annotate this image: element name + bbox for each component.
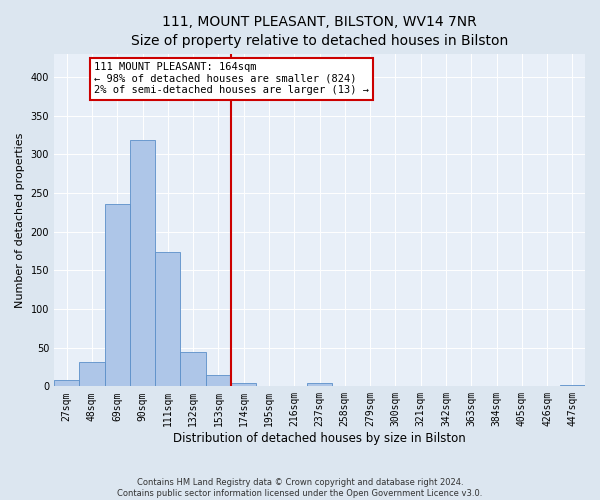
Bar [231, 383, 256, 386]
X-axis label: Distribution of detached houses by size in Bilston: Distribution of detached houses by size … [173, 432, 466, 445]
Bar [130, 140, 155, 386]
Bar [79, 362, 104, 386]
Bar [104, 204, 130, 386]
Bar [560, 385, 585, 386]
Y-axis label: Number of detached properties: Number of detached properties [15, 132, 25, 308]
Bar [181, 352, 206, 386]
Bar [307, 383, 332, 386]
Text: Contains HM Land Registry data © Crown copyright and database right 2024.
Contai: Contains HM Land Registry data © Crown c… [118, 478, 482, 498]
Text: 111 MOUNT PLEASANT: 164sqm
← 98% of detached houses are smaller (824)
2% of semi: 111 MOUNT PLEASANT: 164sqm ← 98% of deta… [94, 62, 369, 96]
Title: 111, MOUNT PLEASANT, BILSTON, WV14 7NR
Size of property relative to detached hou: 111, MOUNT PLEASANT, BILSTON, WV14 7NR S… [131, 15, 508, 48]
Bar [54, 380, 79, 386]
Bar [155, 252, 181, 386]
Bar [206, 374, 231, 386]
